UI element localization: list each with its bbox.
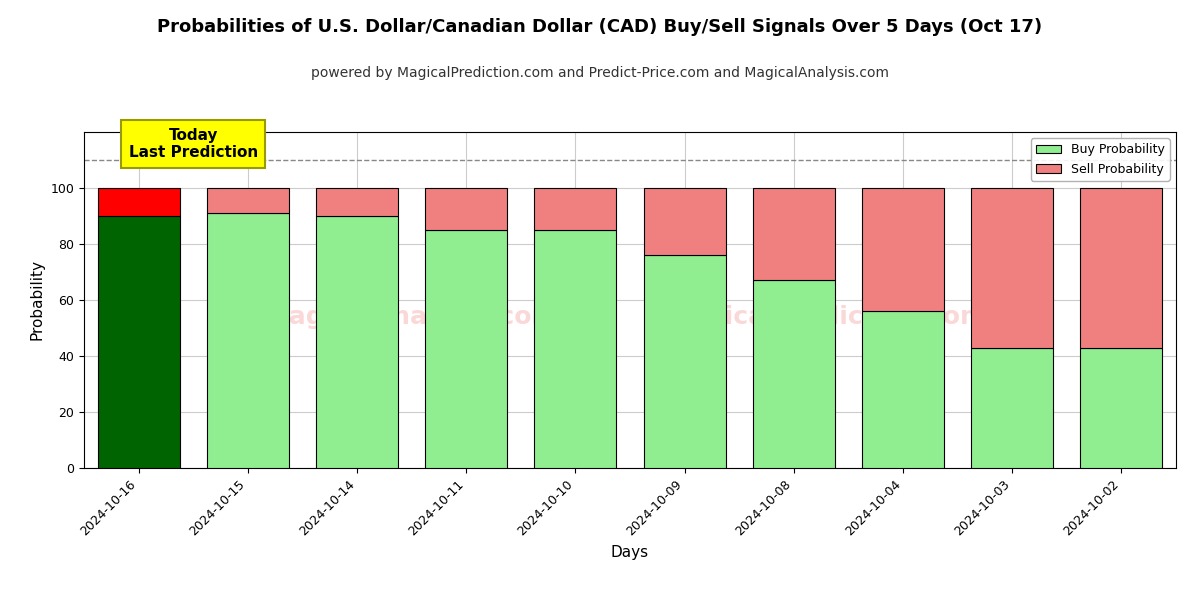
Bar	[425, 230, 508, 468]
Text: MagicalPrediction.com: MagicalPrediction.com	[666, 305, 988, 329]
Bar	[206, 188, 289, 213]
Bar	[971, 188, 1054, 347]
Bar	[97, 216, 180, 468]
X-axis label: Days: Days	[611, 545, 649, 560]
Bar	[425, 188, 508, 230]
Text: Probabilities of U.S. Dollar/Canadian Dollar (CAD) Buy/Sell Signals Over 5 Days : Probabilities of U.S. Dollar/Canadian Do…	[157, 18, 1043, 36]
Bar	[316, 216, 398, 468]
Bar	[862, 311, 944, 468]
Bar	[862, 188, 944, 311]
Bar	[752, 280, 835, 468]
Text: powered by MagicalPrediction.com and Predict-Price.com and MagicalAnalysis.com: powered by MagicalPrediction.com and Pre…	[311, 66, 889, 80]
Bar	[643, 255, 726, 468]
Bar	[971, 347, 1054, 468]
Bar	[752, 188, 835, 280]
Text: MagicalAnalysis.com: MagicalAnalysis.com	[265, 305, 558, 329]
Bar	[534, 230, 617, 468]
Bar	[316, 188, 398, 216]
Bar	[206, 213, 289, 468]
Text: Today
Last Prediction: Today Last Prediction	[128, 128, 258, 160]
Y-axis label: Probability: Probability	[30, 259, 44, 340]
Bar	[534, 188, 617, 230]
Legend: Buy Probability, Sell Probability: Buy Probability, Sell Probability	[1031, 138, 1170, 181]
Bar	[1080, 347, 1163, 468]
Bar	[1080, 188, 1163, 347]
Bar	[97, 188, 180, 216]
Bar	[643, 188, 726, 255]
